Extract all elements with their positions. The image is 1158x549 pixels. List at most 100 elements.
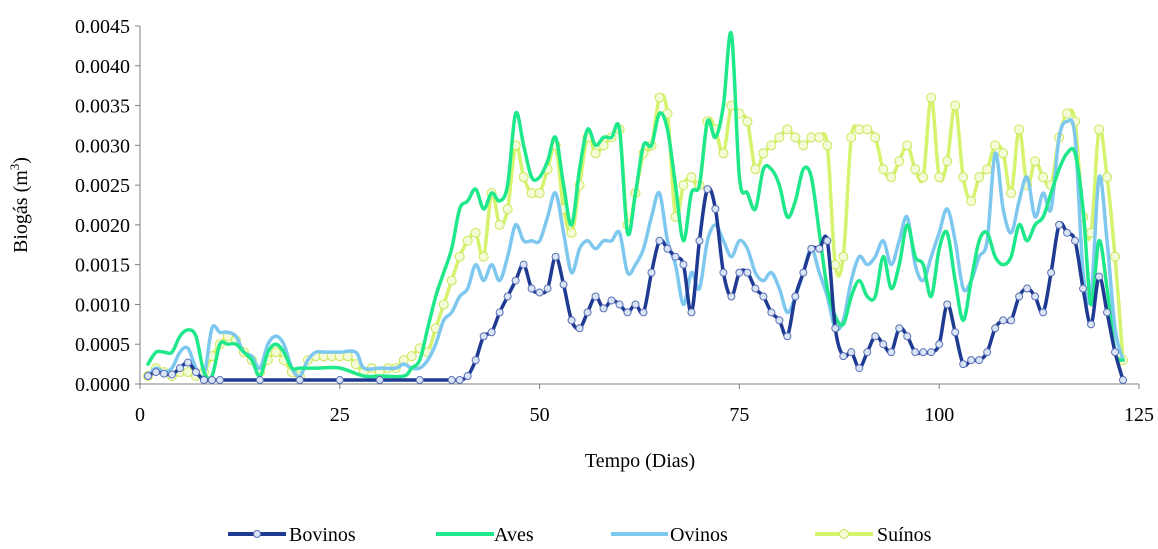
data-point-suinos (878, 164, 889, 175)
data-point-bovinos (671, 252, 680, 261)
x-tick-label: 75 (729, 404, 749, 426)
data-point-bovinos (463, 372, 472, 381)
data-point-bovinos (575, 324, 584, 333)
data-point-bovinos (927, 348, 936, 357)
y-axis-title-close: ) (10, 157, 32, 164)
data-point-bovinos (1119, 376, 1128, 385)
data-point-bovinos (255, 376, 264, 385)
data-point-bovinos (447, 376, 456, 385)
data-point-bovinos (703, 185, 712, 194)
data-point-bovinos (479, 332, 488, 341)
data-point-suinos (534, 188, 545, 199)
data-point-bovinos (663, 244, 672, 253)
x-tick-label: 50 (530, 404, 550, 426)
y-tick-label: 0.0000 (75, 374, 130, 396)
y-tick-label: 0.0040 (75, 56, 130, 78)
data-point-bovinos (775, 316, 784, 325)
data-point-suinos (518, 172, 529, 183)
data-point-bovinos (591, 292, 600, 301)
data-point-bovinos (807, 244, 816, 253)
data-point-bovinos (535, 288, 544, 297)
y-tick-label: 0.0030 (75, 135, 130, 157)
data-point-bovinos (751, 284, 760, 293)
series-aves (146, 30, 1125, 381)
data-point-suinos (1006, 188, 1017, 199)
data-point-suinos (1014, 124, 1025, 135)
data-point-bovinos (935, 340, 944, 349)
data-point-suinos (814, 132, 825, 143)
data-point-bovinos (543, 284, 552, 293)
data-point-bovinos (1063, 228, 1072, 237)
legend-item-bovinos: Bovinos (228, 524, 356, 546)
data-point-bovinos (799, 268, 808, 277)
data-point-bovinos (631, 300, 640, 309)
data-point-suinos (966, 196, 977, 207)
data-point-bovinos (1039, 308, 1048, 317)
data-point-bovinos (759, 292, 768, 301)
data-point-bovinos (959, 360, 968, 369)
data-point-bovinos (495, 308, 504, 317)
data-point-suinos (502, 203, 513, 214)
data-point-suinos (678, 180, 689, 191)
data-point-bovinos (455, 376, 464, 385)
x-tick-label: 25 (330, 404, 350, 426)
data-point-bovinos (1023, 284, 1032, 293)
data-point-bovinos (1111, 348, 1120, 357)
data-point-bovinos (1007, 316, 1016, 325)
data-point-bovinos (895, 324, 904, 333)
data-point-bovinos (567, 316, 576, 325)
data-point-suinos (998, 148, 1009, 159)
data-point-bovinos (175, 364, 184, 373)
data-point-bovinos (791, 292, 800, 301)
data-point-suinos (862, 124, 873, 135)
data-point-bovinos (415, 376, 424, 385)
data-point-bovinos (695, 236, 704, 245)
data-point-bovinos (679, 260, 688, 269)
data-point-suinos (774, 132, 785, 143)
y-tick-label: 0.0010 (75, 294, 130, 316)
data-point-bovinos (1031, 292, 1040, 301)
data-point-suinos (750, 164, 761, 175)
data-point-bovinos (295, 376, 304, 385)
data-point-bovinos (623, 308, 632, 317)
y-axis-title-superscript: 3 (7, 164, 22, 171)
data-point-suinos (950, 100, 961, 111)
y-axis-title: Biogás (m3) (7, 157, 32, 253)
data-point-suinos (478, 251, 489, 262)
axes (139, 26, 1139, 385)
data-point-bovinos (687, 308, 696, 317)
data-point-bovinos (527, 284, 536, 293)
y-tick-label: 0.0020 (75, 215, 130, 237)
data-point-suinos (758, 148, 769, 159)
legend-label: Aves (494, 524, 534, 546)
data-point-bovinos (503, 292, 512, 301)
data-point-bovinos (1087, 320, 1096, 329)
data-point-suinos (1102, 172, 1113, 183)
data-point-bovinos (151, 368, 160, 377)
data-point-bovinos (615, 300, 624, 309)
data-point-bovinos (735, 268, 744, 277)
data-point-suinos (1062, 108, 1073, 119)
data-point-suinos (942, 156, 953, 167)
data-point-bovinos (999, 316, 1008, 325)
data-point-bovinos (1103, 308, 1112, 317)
legend-item-ovinos: Ovinos (611, 524, 728, 546)
data-point-suinos (838, 251, 849, 262)
data-point-bovinos (487, 328, 496, 337)
data-point-bovinos (647, 268, 656, 277)
data-point-suinos (990, 140, 1001, 151)
legend-label: Suínos (877, 524, 932, 546)
data-point-suinos (446, 275, 457, 286)
data-point-bovinos (847, 348, 856, 357)
data-point-suinos (406, 351, 417, 362)
data-point-bovinos (783, 332, 792, 341)
data-point-suinos (718, 148, 729, 159)
data-point-suinos (654, 92, 665, 103)
data-point-suinos (870, 132, 881, 143)
data-point-suinos (910, 164, 921, 175)
y-tick-label: 0.0045 (75, 16, 130, 38)
data-point-bovinos (1015, 292, 1024, 301)
data-point-bovinos (599, 304, 608, 313)
data-point-bovinos (727, 292, 736, 301)
